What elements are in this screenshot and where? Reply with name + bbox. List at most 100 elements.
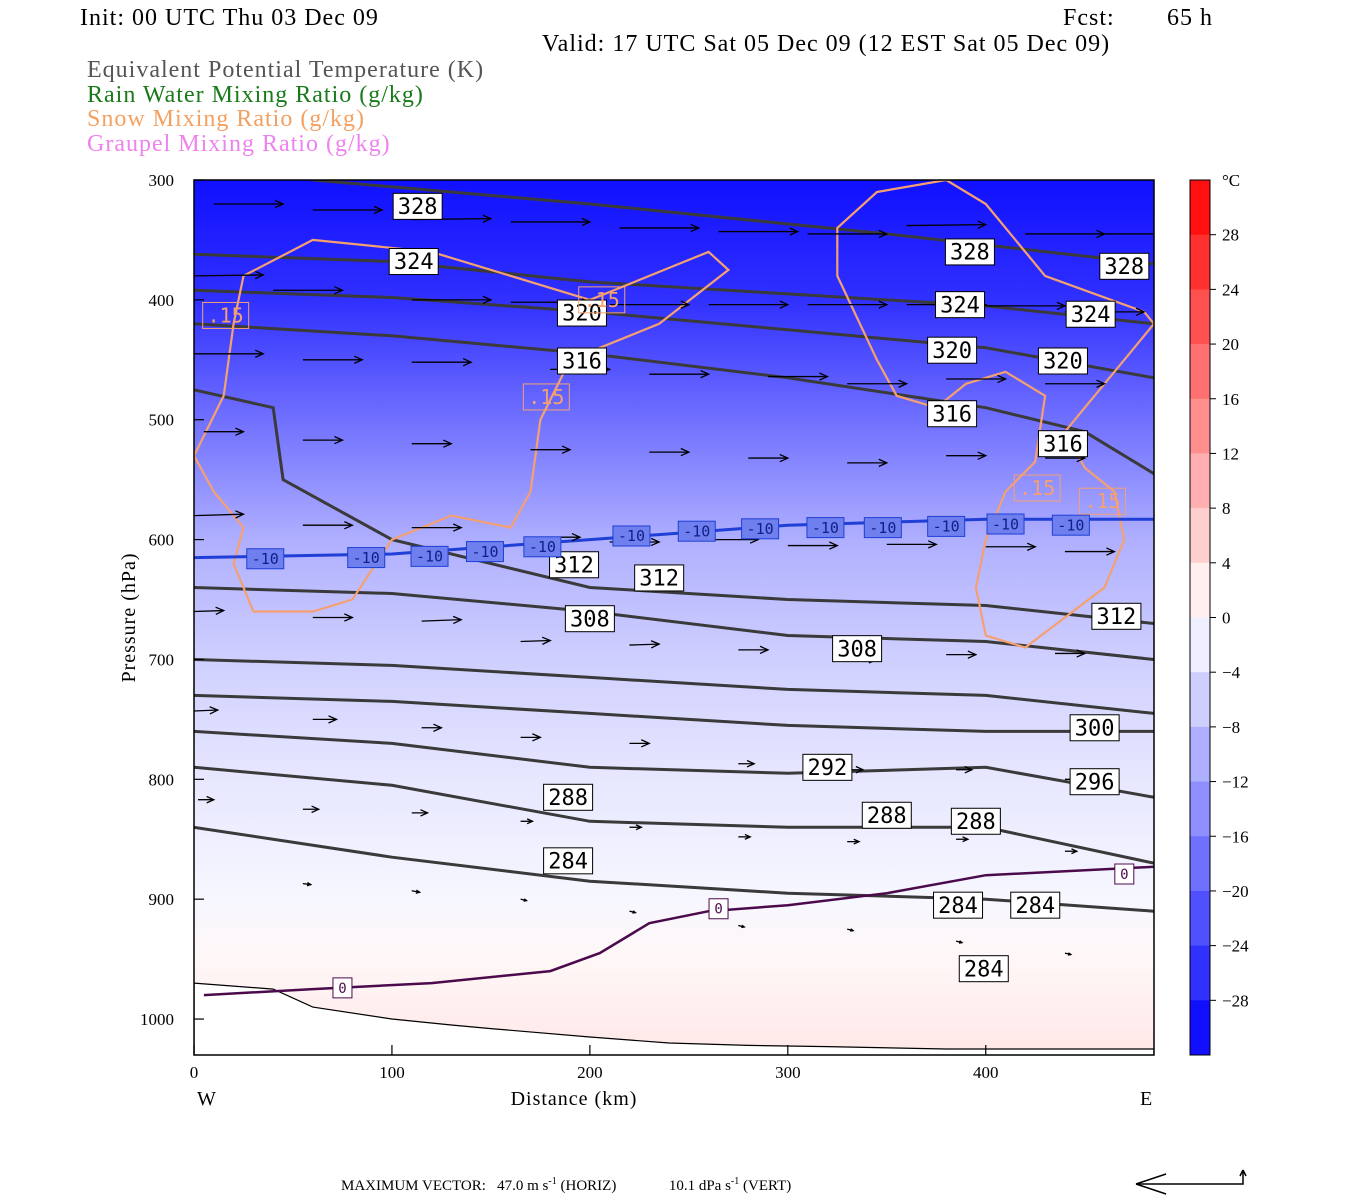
- theta-e-label-box: [1069, 768, 1120, 796]
- wind-vector-shaft: [194, 709, 218, 712]
- wind-vector-head: [962, 836, 970, 843]
- colorbar-band: [1190, 945, 1210, 1001]
- colorbar-band: [1190, 617, 1210, 673]
- x-tick-label: 100: [379, 1063, 405, 1082]
- theta-e-label-box: [543, 783, 594, 811]
- forecast-hours: 65 h: [1167, 5, 1213, 31]
- isotherm-minus10-label-text: -10: [471, 543, 498, 561]
- wind-vector-head: [632, 910, 637, 914]
- wind-vector-head: [967, 650, 978, 659]
- y-tick-label: 400: [149, 291, 175, 310]
- colorbar-tick-label: 24: [1222, 280, 1240, 299]
- wind-vector: [194, 270, 265, 280]
- wind-vector: [708, 300, 790, 309]
- theta-e-label-text: 328: [950, 241, 990, 266]
- wind-vector: [956, 836, 970, 843]
- wind-vector-head: [452, 523, 463, 532]
- isotherm-zero-label-text: 0: [338, 981, 346, 997]
- isotherm-minus10-label-box: [612, 525, 651, 547]
- valid-time: Valid: 17 UTC Sat 05 Dec 09 (12 EST Sat …: [542, 31, 1111, 57]
- wind-vector: [1045, 379, 1107, 388]
- theta-e-contour-288: [194, 765, 1154, 865]
- wind-vector: [411, 295, 493, 305]
- theta-e-label: 288: [543, 783, 594, 811]
- theta-e-label: 320: [1037, 347, 1088, 375]
- wind-vector: [956, 765, 974, 774]
- theta-e-label-text: 316: [562, 350, 602, 375]
- y-tick-label: 700: [149, 650, 175, 669]
- x-tick-label: 400: [973, 1063, 999, 1082]
- wind-vector-head: [977, 220, 988, 229]
- wind-vector-head: [650, 640, 661, 649]
- wind-vector: [312, 205, 384, 215]
- colorbar-band: [1190, 508, 1210, 564]
- wind-vector: [609, 300, 691, 309]
- isotherm-minus10-label-box: [347, 547, 386, 569]
- theta-e-label-text: 320: [932, 339, 972, 364]
- theta-e-label-text: 328: [398, 195, 438, 220]
- wind-vector: [649, 447, 691, 457]
- wind-vector-head: [635, 824, 643, 831]
- theta-e-label: 324: [388, 248, 439, 275]
- wind-vector: [203, 427, 246, 436]
- wind-vector-head: [741, 924, 746, 929]
- theta-e-label-box: [958, 955, 1009, 983]
- theta-e-label: 284: [933, 891, 984, 919]
- wind-vector: [738, 645, 770, 655]
- theta-e-contour-312: [194, 388, 1154, 625]
- wind-vector-shaft: [906, 223, 986, 227]
- isotherm-minus10-label: -10: [410, 545, 449, 567]
- theta-e-label: 324: [1065, 300, 1116, 328]
- isotherm-minus10-label-text: -10: [747, 520, 774, 538]
- wind-vector-head: [878, 300, 889, 309]
- theta-e-label-text: 320: [562, 302, 602, 327]
- wind-vector: [411, 357, 473, 367]
- theta-e-contour-320: [194, 288, 1154, 380]
- wind-vector-head: [759, 645, 770, 655]
- x-tick-label: 200: [577, 1063, 603, 1082]
- theta-e-label: 320: [927, 336, 978, 364]
- isotherm-zero-label-text: 0: [1120, 867, 1128, 883]
- colorbar-tick-label: −4: [1222, 663, 1241, 682]
- wind-vector: [530, 445, 572, 454]
- wind-vector: [787, 541, 839, 550]
- wind-vector-head: [700, 369, 711, 379]
- wind-vector-head: [746, 759, 756, 768]
- wind-vector: [411, 809, 430, 817]
- theta-e-label-box: [927, 336, 978, 364]
- theta-e-label-text: 328: [1104, 255, 1144, 280]
- isotherm-minus10-label-box: [986, 513, 1025, 535]
- colorbar-band: [1190, 781, 1210, 837]
- isotherm-minus10-label: -10: [246, 548, 285, 570]
- wind-vector: [738, 833, 752, 840]
- theta-e-label: 328: [392, 192, 443, 220]
- wind-vector: [194, 349, 265, 358]
- isotherm-minus10-label-box: [677, 520, 716, 542]
- wind-vector: [1064, 547, 1116, 556]
- isotherm-minus10-label: -10: [986, 513, 1025, 535]
- wind-vector-head: [452, 615, 463, 625]
- x-tick-label: 300: [775, 1063, 801, 1082]
- theta-e-label-box: [933, 891, 984, 919]
- wind-vector-head: [254, 270, 265, 280]
- wind-vector-head: [928, 540, 938, 549]
- wind-vector-head: [853, 838, 861, 845]
- theta-e-label: 288: [950, 807, 1001, 835]
- wind-vector-head: [334, 435, 345, 445]
- maximum-vector-legend: MAXIMUM VECTOR: 47.0 m s-1 (HORIZ) 10.1 …: [341, 1176, 791, 1195]
- wind-vector-head: [1176, 230, 1184, 237]
- theta-e-label-text: 312: [639, 567, 679, 592]
- isotherm-minus10-label-text: -10: [683, 522, 710, 540]
- theta-e-label: 308: [832, 635, 883, 662]
- theta-e-label-box: [634, 564, 685, 592]
- isotherm-minus10-label: -10: [863, 517, 902, 539]
- snow-contour: [836, 180, 1154, 649]
- wind-vector-head: [235, 510, 246, 519]
- isotherm-zero: [203, 865, 1154, 997]
- wind-vector-head: [1071, 848, 1079, 855]
- wind-vector: [1064, 952, 1073, 956]
- theta-e-label-text: 312: [554, 553, 594, 578]
- isotherm-minus10-label: -10: [677, 520, 716, 542]
- wind-vector-head: [958, 940, 964, 944]
- wind-vector-head: [482, 214, 493, 223]
